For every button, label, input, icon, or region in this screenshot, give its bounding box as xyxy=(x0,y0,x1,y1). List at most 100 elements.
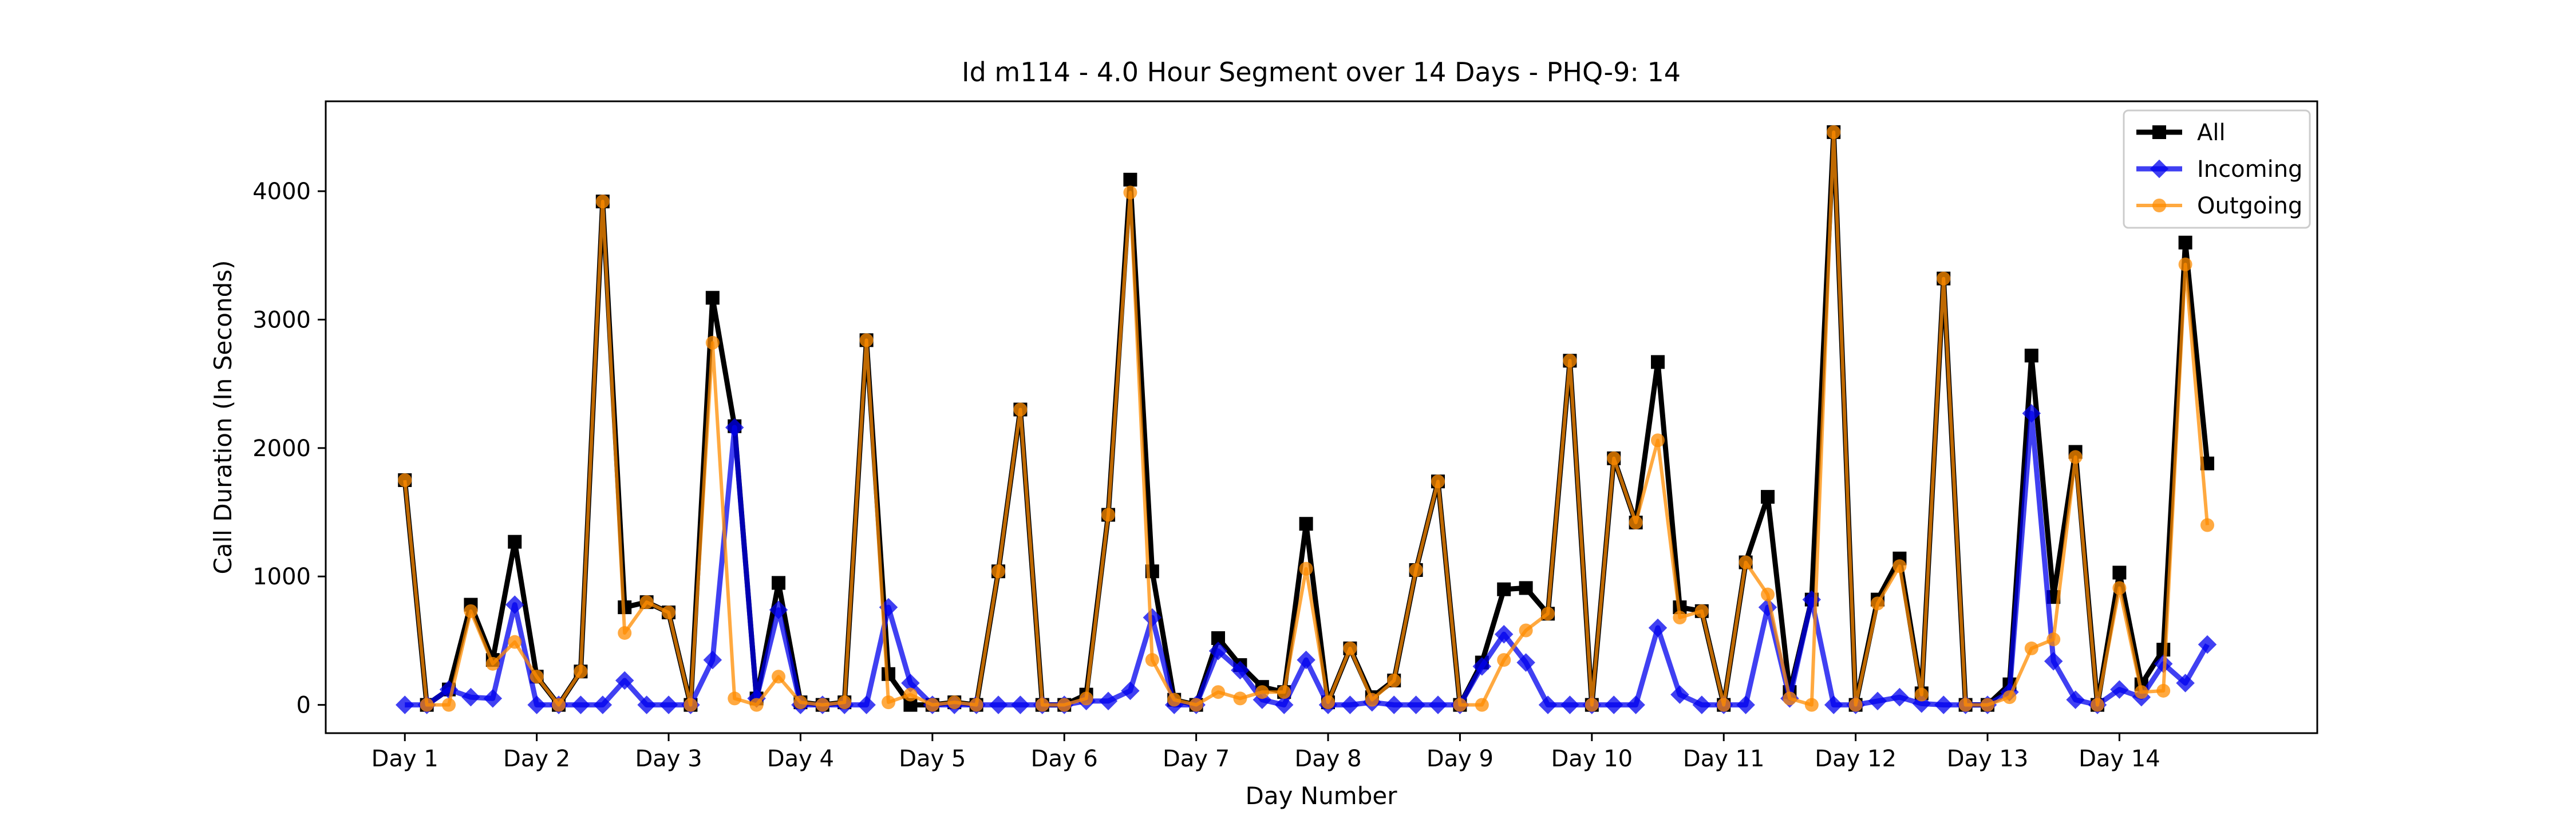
data-point-outgoing xyxy=(1673,611,1687,625)
data-point-outgoing xyxy=(1739,555,1753,569)
data-point-outgoing xyxy=(595,195,610,209)
x-tick-label: Day 8 xyxy=(1294,746,1361,772)
data-point-all xyxy=(2112,565,2127,580)
data-point-incoming xyxy=(593,695,613,714)
chart-title: Id m114 - 4.0 Hour Segment over 14 Days … xyxy=(962,57,1681,88)
data-point-incoming xyxy=(659,695,678,714)
data-point-outgoing xyxy=(925,698,939,712)
data-point-outgoing xyxy=(1299,561,1313,576)
data-point-all xyxy=(1651,355,1665,369)
legend-label-outgoing: Outgoing xyxy=(2197,193,2302,219)
data-point-outgoing xyxy=(728,691,742,706)
data-point-outgoing xyxy=(2002,690,2017,705)
x-tick-label: Day 4 xyxy=(767,746,834,772)
data-point-outgoing xyxy=(1629,516,1643,529)
data-point-outgoing xyxy=(485,656,500,671)
data-point-incoming xyxy=(1736,695,1755,714)
data-point-outgoing xyxy=(508,635,522,649)
data-point-outgoing xyxy=(1277,685,1291,699)
data-point-outgoing xyxy=(969,698,983,712)
data-point-outgoing xyxy=(815,698,829,712)
data-point-outgoing xyxy=(991,564,1006,579)
data-point-outgoing xyxy=(1981,698,1995,712)
data-point-outgoing xyxy=(2024,641,2038,655)
y-tick-label: 2000 xyxy=(252,436,311,462)
y-tick-label: 1000 xyxy=(252,564,311,590)
data-point-incoming xyxy=(1670,685,1689,704)
data-point-outgoing xyxy=(662,606,676,620)
data-point-incoming xyxy=(1143,608,1162,627)
data-point-outgoing xyxy=(1783,691,1797,706)
data-point-outgoing xyxy=(1937,271,1951,286)
data-point-incoming xyxy=(1428,695,1448,714)
data-point-incoming xyxy=(857,695,876,714)
data-point-outgoing xyxy=(1057,698,1072,712)
legend-item-outgoing: Outgoing xyxy=(2136,193,2302,219)
y-tick-label: 0 xyxy=(297,693,311,719)
data-point-incoming xyxy=(1297,650,1315,670)
data-point-all xyxy=(705,291,720,305)
data-point-incoming xyxy=(2198,635,2217,654)
data-point-incoming xyxy=(483,689,503,708)
legend-item-incoming: Incoming xyxy=(2136,156,2302,183)
data-point-outgoing xyxy=(1145,653,1159,667)
data-point-outgoing xyxy=(398,473,412,487)
data-point-outgoing xyxy=(1123,185,1137,200)
x-tick-label: Day 9 xyxy=(1427,746,1494,772)
data-point-outgoing xyxy=(1893,559,1907,573)
x-tick-label: Day 7 xyxy=(1163,746,1230,772)
data-point-outgoing xyxy=(552,698,566,712)
data-point-outgoing xyxy=(574,664,588,679)
data-point-incoming xyxy=(1538,695,1558,714)
x-tick-label: Day 2 xyxy=(503,746,570,772)
data-point-outgoing xyxy=(2091,698,2105,712)
data-point-incoming xyxy=(1011,695,1030,714)
data-point-incoming xyxy=(2044,652,2063,671)
data-point-all xyxy=(508,535,522,549)
data-point-incoming xyxy=(1824,695,1843,714)
data-point-incoming xyxy=(2110,680,2129,699)
legend: All Incoming Outgoing xyxy=(2123,109,2311,229)
data-point-incoming xyxy=(1274,695,1294,714)
data-point-incoming xyxy=(505,595,524,614)
series-incoming xyxy=(395,404,2217,714)
data-point-outgoing xyxy=(705,335,720,350)
data-point-outgoing xyxy=(2200,518,2215,532)
data-point-all xyxy=(1123,172,1137,187)
data-point-incoming xyxy=(1516,653,1535,672)
data-point-incoming xyxy=(989,695,1008,714)
data-point-outgoing xyxy=(1607,451,1621,465)
data-point-outgoing xyxy=(1453,698,1467,712)
data-point-outgoing xyxy=(2134,685,2148,699)
data-point-outgoing xyxy=(1035,698,1049,712)
data-point-incoming xyxy=(2022,404,2041,423)
data-point-incoming xyxy=(725,418,744,437)
legend-label-incoming: Incoming xyxy=(2197,156,2302,183)
data-point-outgoing xyxy=(639,595,654,610)
legend-label-all: All xyxy=(2197,120,2226,146)
data-point-incoming xyxy=(1934,695,1953,714)
series-outgoing xyxy=(398,125,2215,712)
data-point-incoming xyxy=(637,695,656,714)
data-point-incoming xyxy=(1341,695,1360,714)
data-point-incoming xyxy=(703,650,722,670)
data-point-incoming xyxy=(395,695,414,714)
data-point-outgoing xyxy=(1343,641,1357,655)
data-point-incoming xyxy=(769,600,788,619)
x-axis-label: Day Number xyxy=(1245,782,1397,810)
x-axis: Day 1 Day 2 Day 3 Day 4 Day 5 Day 6 Day 7 Day 8… xyxy=(372,733,2160,772)
data-point-outgoing xyxy=(1387,674,1401,687)
data-point-outgoing xyxy=(1255,685,1269,699)
data-point-outgoing xyxy=(1914,687,1929,702)
x-tick-label: Day 10 xyxy=(1551,746,1633,772)
data-point-outgoing xyxy=(882,695,896,710)
data-point-outgoing xyxy=(1827,125,1841,139)
data-point-outgoing xyxy=(1211,685,1226,699)
data-point-outgoing xyxy=(1563,354,1577,368)
x-tick-label: Day 12 xyxy=(1815,746,1897,772)
x-tick-label: Day 5 xyxy=(899,746,966,772)
data-point-outgoing xyxy=(1079,691,1093,706)
data-point-outgoing xyxy=(1958,698,1973,712)
data-point-incoming xyxy=(1626,695,1645,714)
